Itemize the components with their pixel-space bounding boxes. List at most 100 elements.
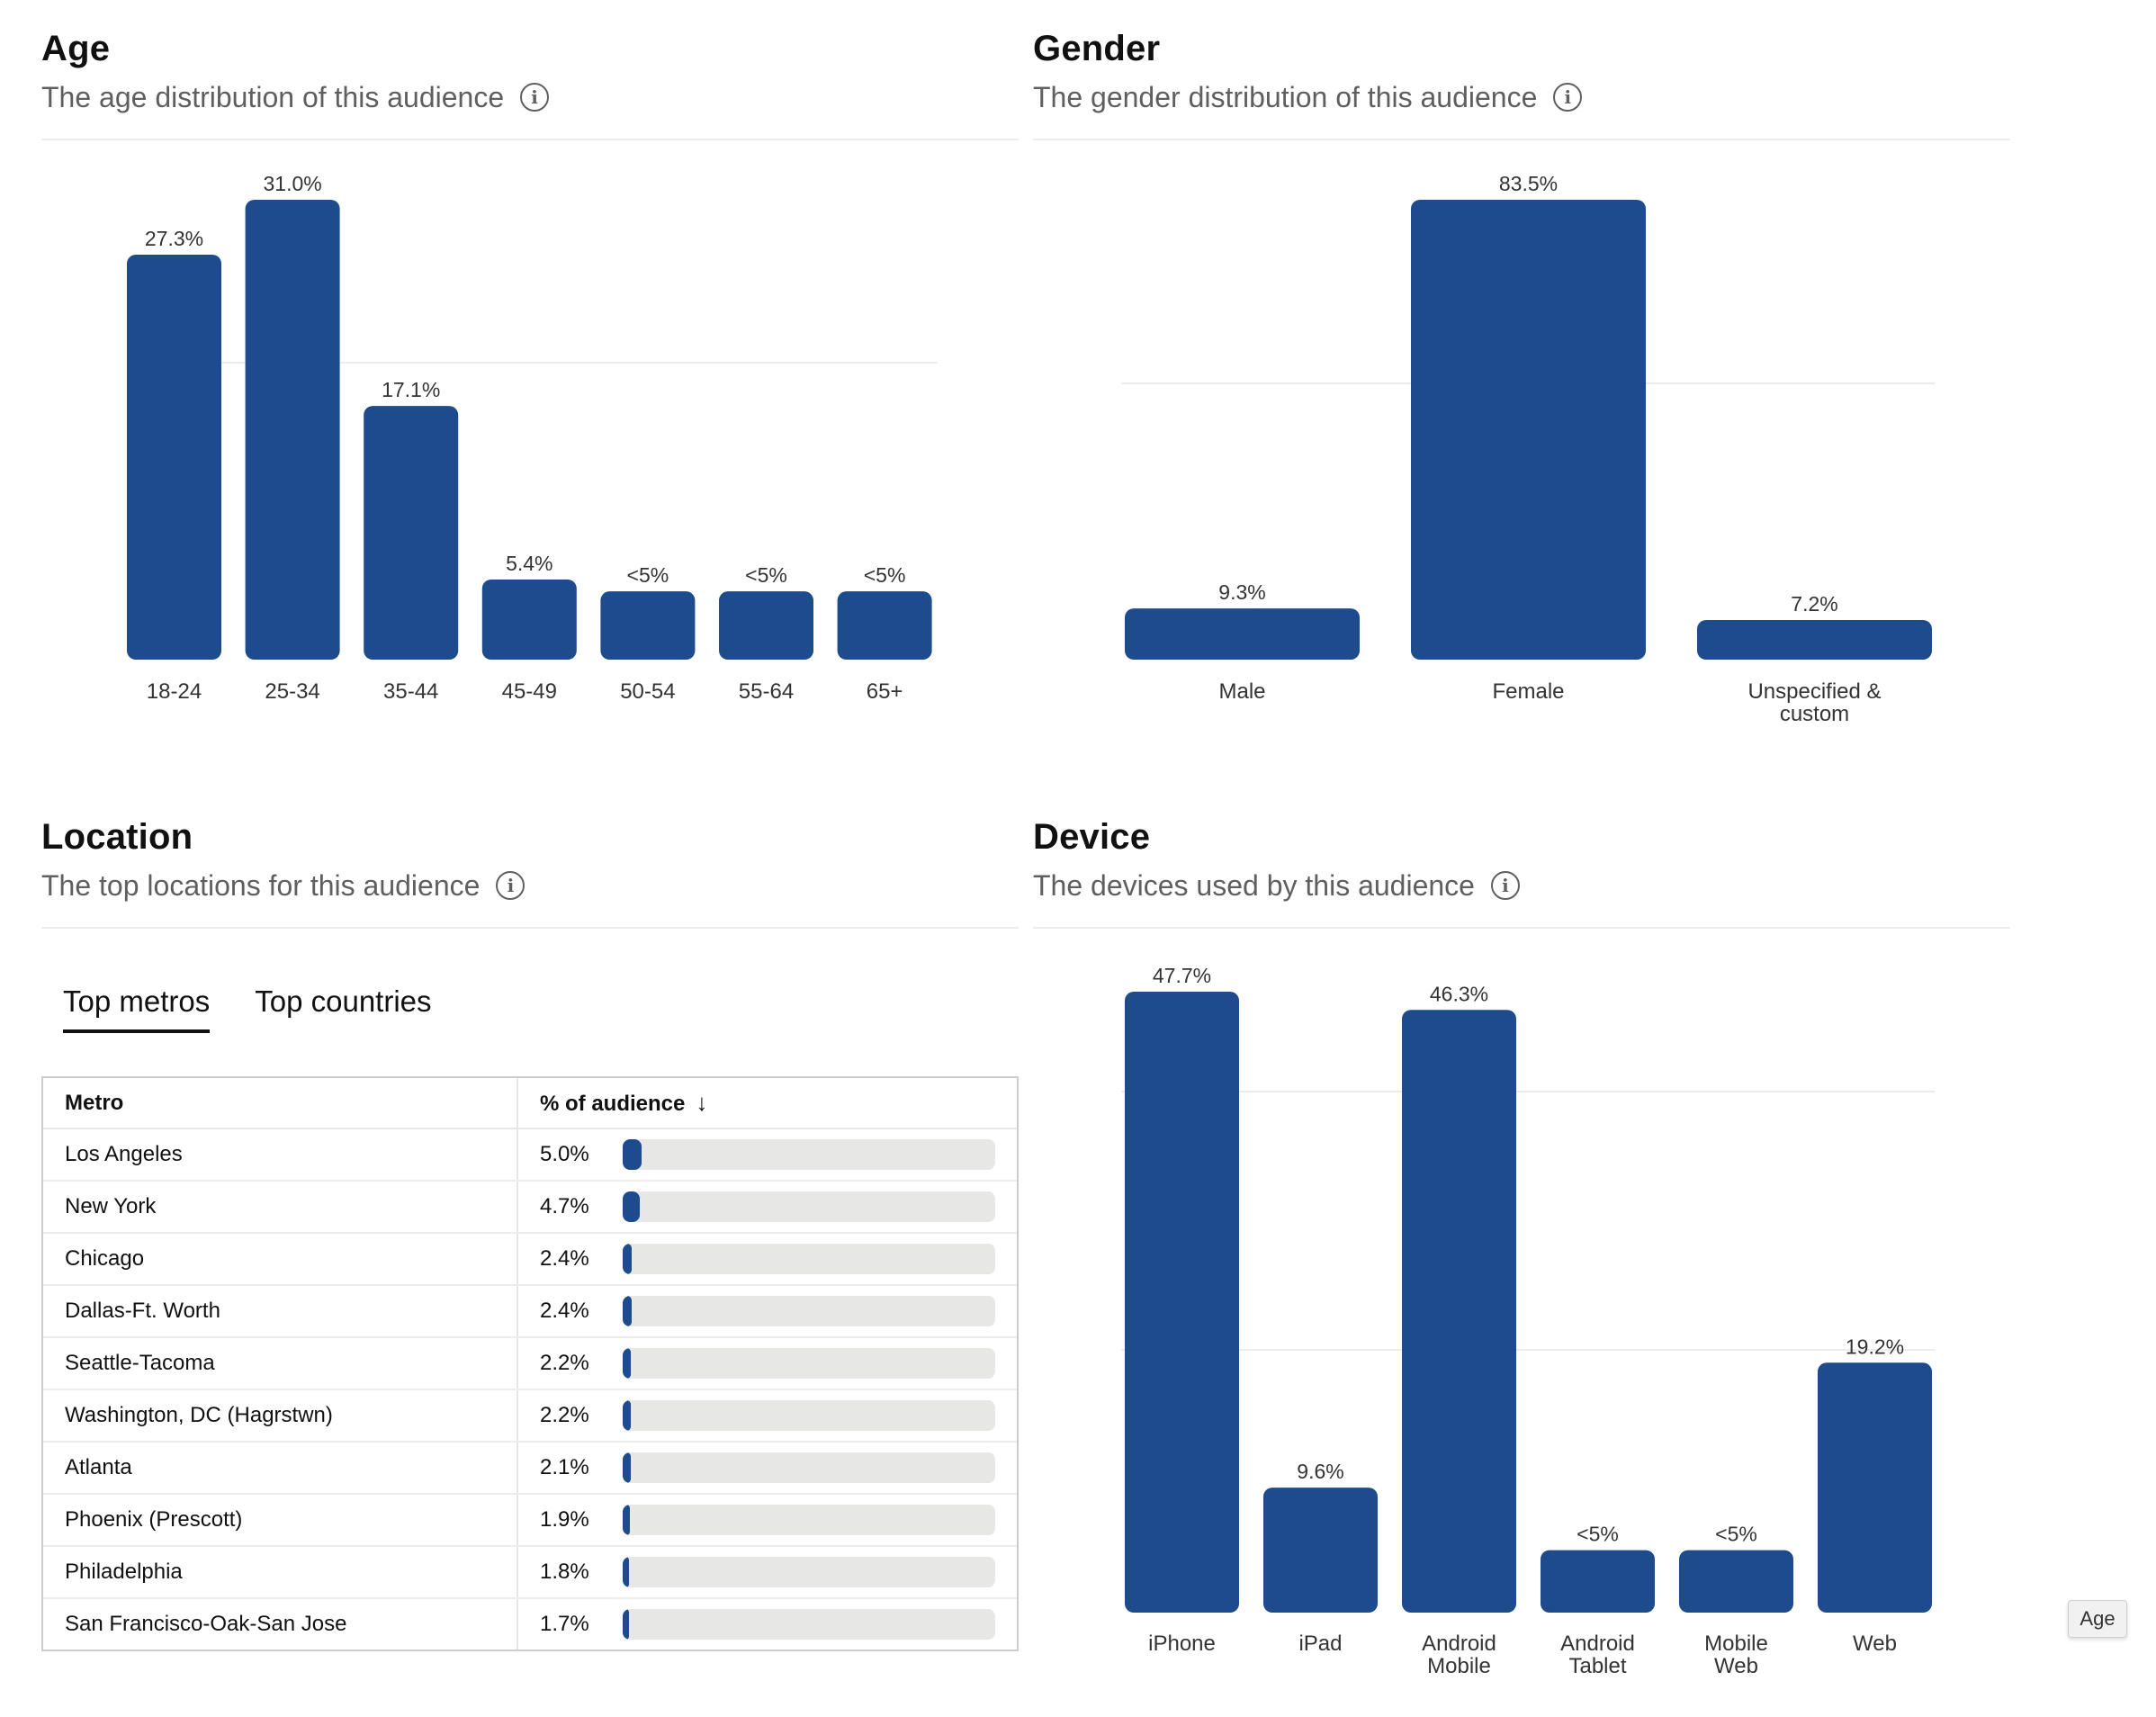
pct-column-header[interactable]: % of audience ↓	[517, 1078, 1017, 1129]
location-subtitle-row: The top locations for this audience i	[41, 867, 1019, 903]
metro-name: New York	[43, 1181, 518, 1234]
gender-subtitle-row: The gender distribution of this audience…	[1033, 79, 2010, 115]
data-label: 27.3%	[145, 227, 203, 250]
divider	[41, 927, 1019, 929]
metro-pct-value: 1.8%	[540, 1560, 589, 1584]
bar-35-44[interactable]	[364, 406, 459, 660]
metro-bar-track	[623, 1505, 995, 1535]
data-label: 17.1%	[382, 378, 440, 401]
bar-65+[interactable]	[837, 591, 932, 660]
metro-bar-track	[623, 1191, 995, 1222]
metro-pct-cell: 2.2%	[517, 1337, 1017, 1390]
bar-18-24[interactable]	[127, 254, 221, 660]
age-tooltip: Age	[2068, 1600, 2127, 1638]
tick-label: 35-44	[383, 679, 438, 704]
tick-label: 50-54	[620, 679, 675, 704]
data-label: 83.5%	[1499, 172, 1558, 195]
table-row: Dallas-Ft. Worth 2.4%	[43, 1285, 1017, 1338]
info-icon[interactable]: i	[496, 871, 526, 900]
data-label: <5%	[627, 563, 669, 587]
age-subtitle-row: The age distribution of this audience i	[41, 79, 1019, 115]
bar-Android Mobile[interactable]	[1402, 1010, 1516, 1613]
metro-pct-value: 2.4%	[540, 1299, 589, 1323]
tick-label: Mobile	[1704, 1632, 1768, 1656]
metro-pct-value: 2.2%	[540, 1403, 589, 1427]
table-row: Los Angeles 5.0%	[43, 1128, 1017, 1182]
data-label: 46.3%	[1430, 982, 1488, 1005]
tick-label: 65+	[867, 679, 903, 704]
location-subtitle: The top locations for this audience	[41, 869, 481, 902]
divider	[1033, 139, 2010, 140]
tick-label: iPad	[1298, 1632, 1342, 1656]
bar-25-34[interactable]	[245, 200, 340, 660]
table-header-row: Metro % of audience ↓	[43, 1078, 1017, 1129]
tick-label: Web	[1714, 1654, 1758, 1678]
bar-50-54[interactable]	[600, 591, 696, 660]
info-icon[interactable]: i	[520, 83, 550, 112]
data-label: 9.3%	[1218, 580, 1265, 604]
bar-iPhone[interactable]	[1125, 992, 1239, 1613]
tick-label: 18-24	[147, 679, 202, 704]
metro-name: Philadelphia	[43, 1546, 518, 1599]
device-section: Device The devices used by this audience…	[1033, 815, 2010, 929]
divider	[1033, 927, 2010, 929]
age-bar-chart: 27.3% 18-24 31.0% 25-34 17.1% 35-44 5.4% 45-49 <…	[127, 172, 938, 704]
bar-55-64[interactable]	[719, 591, 813, 660]
metro-bar-track	[623, 1244, 995, 1274]
gender-bar-chart: 9.3% Male 83.5% Female 7.2% Unspecified &cust…	[1121, 172, 1935, 726]
metro-bar-fill	[623, 1452, 631, 1483]
bar-Mobile Web[interactable]	[1679, 1550, 1793, 1613]
location-tabs: Top metros Top countries	[63, 984, 477, 1033]
tab-top-metros[interactable]: Top metros	[63, 984, 211, 1033]
info-icon[interactable]: i	[1490, 871, 1520, 900]
tick-label: Tablet	[1568, 1654, 1626, 1678]
device-subtitle: The devices used by this audience	[1033, 869, 1475, 902]
metro-name: Washington, DC (Hagrstwn)	[43, 1389, 518, 1443]
metro-bar-fill	[623, 1348, 632, 1379]
bar-45-49[interactable]	[481, 579, 577, 660]
data-label: 5.4%	[506, 552, 552, 575]
metro-pct-value: 2.2%	[540, 1351, 589, 1375]
metro-name: Seattle-Tacoma	[43, 1337, 518, 1390]
tick-label: Mobile	[1427, 1654, 1491, 1678]
arrow-down-icon[interactable]: ↓	[696, 1089, 708, 1116]
data-label: 19.2%	[1846, 1335, 1904, 1358]
metro-pct-value: 2.1%	[540, 1455, 589, 1479]
table-row: New York 4.7%	[43, 1181, 1017, 1234]
metro-bar-fill	[623, 1557, 630, 1587]
metro-bar-track	[623, 1557, 995, 1587]
tick-label: Female	[1492, 679, 1564, 704]
device-title: Device	[1033, 817, 1151, 857]
tick-label: Android	[1422, 1632, 1496, 1656]
metro-column-header: Metro	[43, 1078, 518, 1129]
metro-name: Chicago	[43, 1233, 518, 1286]
data-label: 9.6%	[1297, 1460, 1343, 1483]
bar-Male[interactable]	[1125, 608, 1360, 660]
tab-top-countries[interactable]: Top countries	[255, 984, 432, 1018]
bar-Android Tablet[interactable]	[1541, 1550, 1655, 1613]
device-subtitle-row: The devices used by this audience i	[1033, 867, 2010, 903]
metro-name: Dallas-Ft. Worth	[43, 1285, 518, 1338]
bar-Unspecified & custom[interactable]	[1697, 619, 1932, 660]
data-label: <5%	[1577, 1523, 1619, 1546]
metro-pct-cell: 2.2%	[517, 1389, 1017, 1443]
metro-pct-cell: 2.4%	[517, 1233, 1017, 1286]
metro-bar-fill	[623, 1505, 630, 1535]
metro-pct-value: 5.0%	[540, 1142, 589, 1166]
data-label: 31.0%	[263, 172, 321, 195]
tick-label: custom	[1780, 702, 1849, 726]
age-title: Age	[41, 29, 111, 68]
info-icon[interactable]: i	[1553, 83, 1583, 112]
metro-pct-cell: 2.4%	[517, 1285, 1017, 1338]
metro-pct-cell: 1.7%	[517, 1598, 1017, 1650]
metro-pct-cell: 1.9%	[517, 1494, 1017, 1547]
gender-section: Gender The gender distribution of this a…	[1033, 27, 2010, 140]
tick-label: Unspecified &	[1747, 679, 1881, 704]
tick-label: 45-49	[502, 679, 557, 704]
table-row: Washington, DC (Hagrstwn) 2.2%	[43, 1389, 1017, 1443]
table-row: San Francisco-Oak-San Jose 1.7%	[43, 1598, 1017, 1650]
table-row: Seattle-Tacoma 2.2%	[43, 1337, 1017, 1390]
bar-Female[interactable]	[1411, 200, 1646, 660]
bar-iPad[interactable]	[1263, 1488, 1378, 1613]
bar-Web[interactable]	[1818, 1362, 1932, 1613]
